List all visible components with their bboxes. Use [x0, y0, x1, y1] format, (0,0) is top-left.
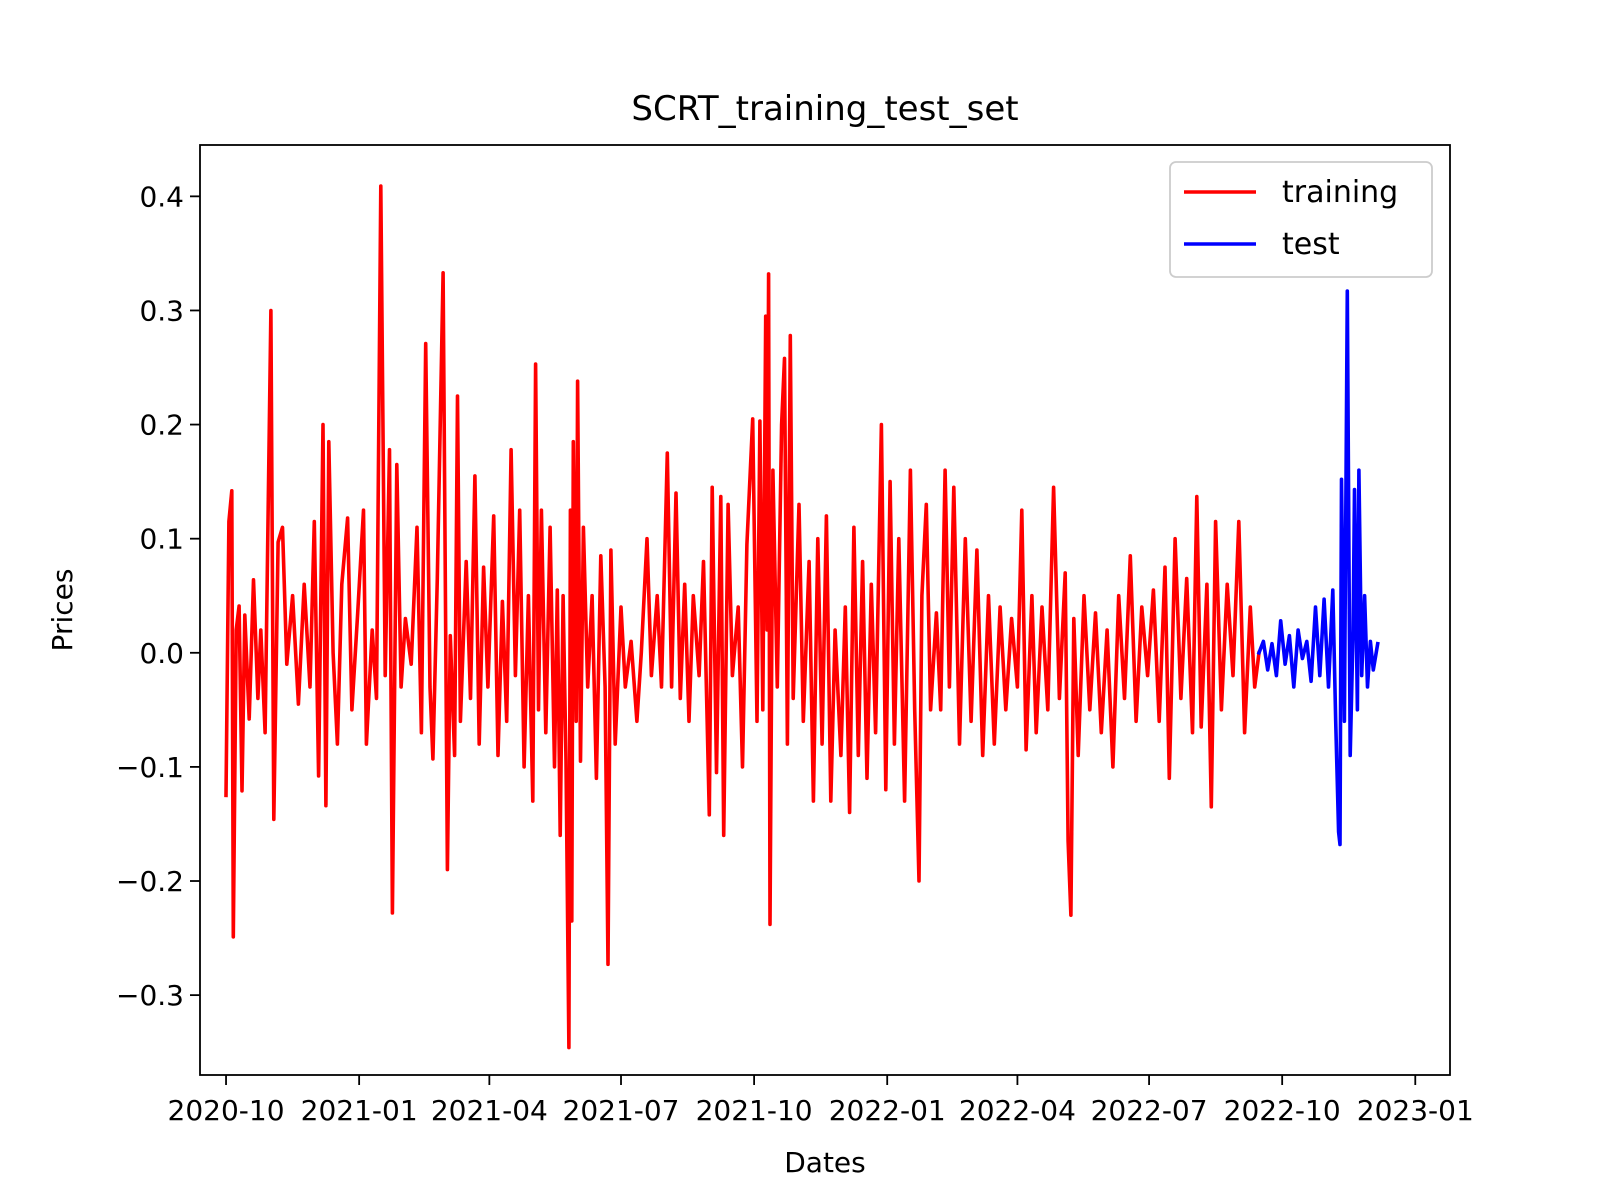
- legend: training test: [1169, 161, 1433, 278]
- x-tick-label: 2022-07: [1091, 1094, 1208, 1127]
- y-tick-label: 0.0: [139, 637, 184, 670]
- x-tick-label: 2021-04: [431, 1094, 548, 1127]
- series-layer: [224, 184, 1380, 1050]
- ticks-layer: 2020-10 2021-01 2021-04 2021-07 2021-10 2022-…: [116, 180, 1474, 1127]
- x-tick-label: 2021-10: [696, 1094, 813, 1127]
- series-line-training: [224, 184, 1262, 1050]
- x-tick-label: 2022-01: [829, 1094, 946, 1127]
- legend-label-training: training: [1282, 175, 1398, 210]
- y-tick-label: 0.1: [139, 523, 184, 556]
- y-axis-label: Prices: [46, 569, 79, 652]
- y-tick-label: −0.1: [116, 751, 184, 784]
- x-tick-label: 2020-10: [168, 1094, 285, 1127]
- x-tick-label: 2022-10: [1224, 1094, 1341, 1127]
- x-tick-label: 2021-01: [301, 1094, 418, 1127]
- plot-frame: [199, 144, 1451, 1076]
- legend-label-test: test: [1282, 227, 1340, 262]
- x-axis-label: Dates: [784, 1146, 866, 1179]
- x-tick-label: 2021-07: [563, 1094, 680, 1127]
- y-tick-label: −0.3: [116, 979, 184, 1012]
- y-tick-label: −0.2: [116, 865, 184, 898]
- y-tick-label: 0.4: [139, 180, 184, 213]
- series-line-test: [1256, 289, 1380, 847]
- x-tick-label: 2023-01: [1357, 1094, 1474, 1127]
- y-tick-label: 0.3: [139, 294, 184, 327]
- y-tick-label: 0.2: [139, 409, 184, 442]
- chart-title: SCRT_training_test_set: [631, 89, 1018, 129]
- x-tick-label: 2022-04: [959, 1094, 1076, 1127]
